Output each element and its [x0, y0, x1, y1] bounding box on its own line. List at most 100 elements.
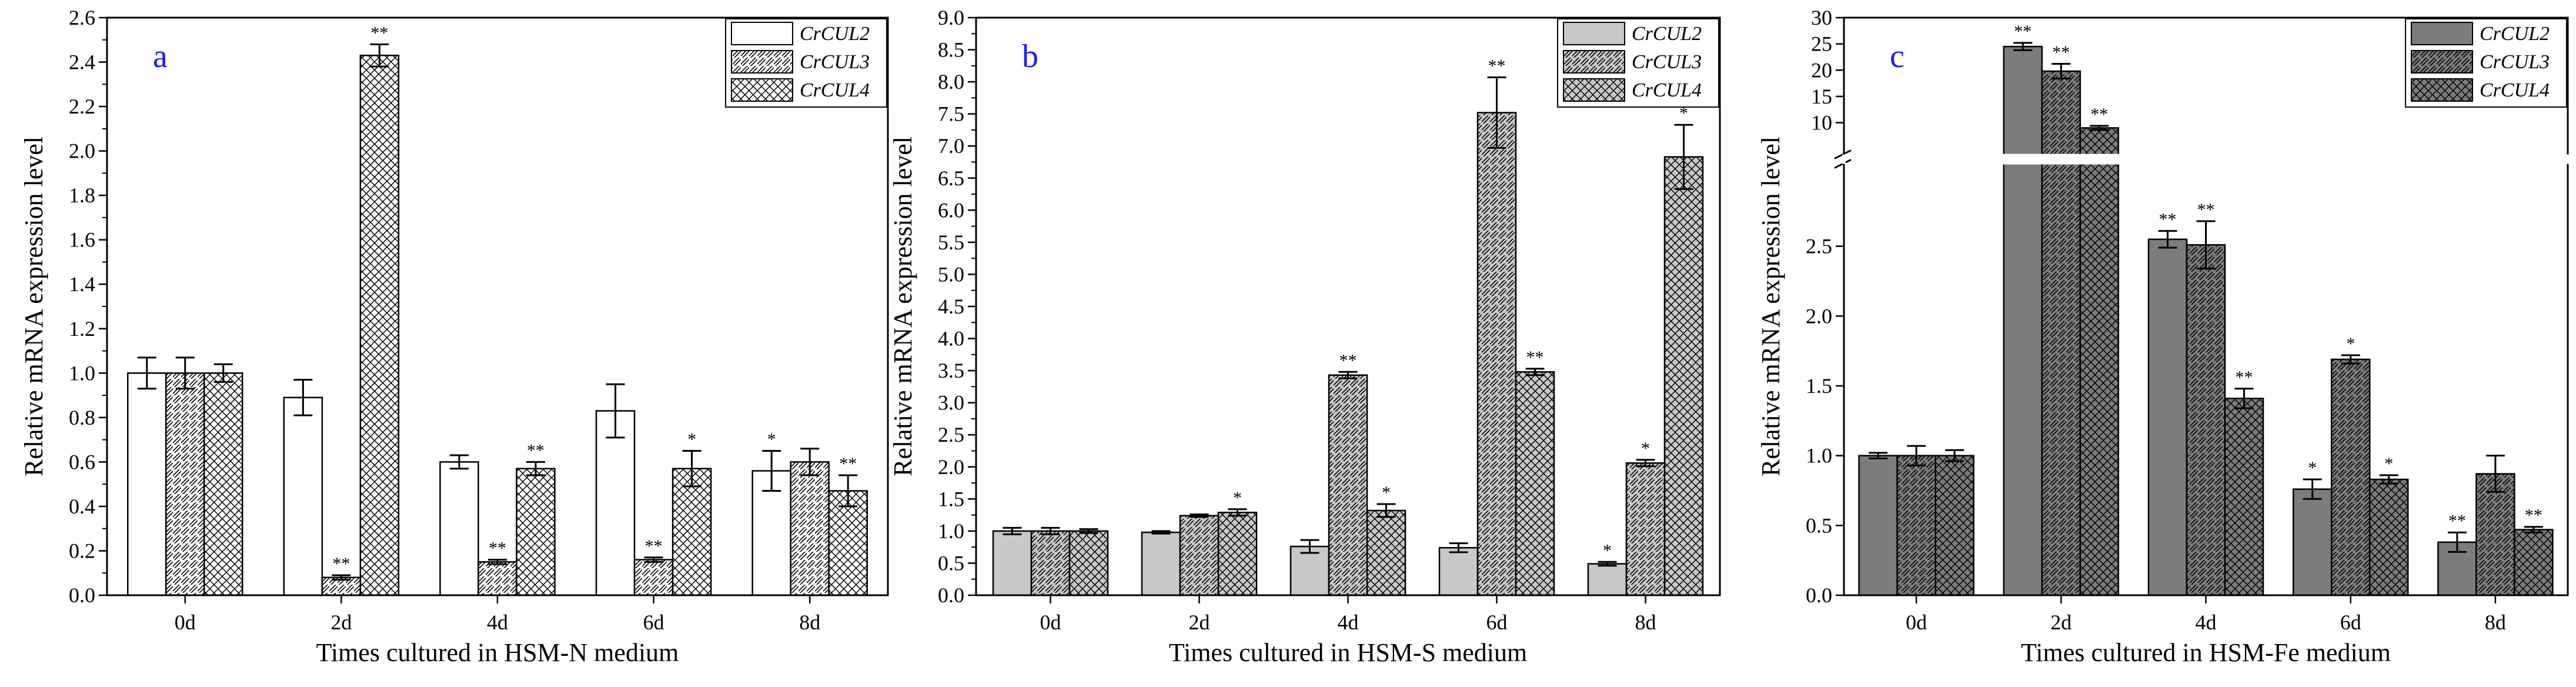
bar-CrCUL4-6d [1515, 371, 1555, 596]
y-axis-title: Relative mRNA expression level [19, 136, 48, 476]
bar-CrCUL2-4d [2147, 238, 2188, 596]
bar-CrCUL4-4d [516, 468, 556, 596]
bar-CrCUL3-2d [2041, 70, 2081, 596]
legend-label-CrCUL2: CrCUL2 [800, 23, 870, 45]
legend-label-CrCUL4: CrCUL4 [800, 79, 870, 101]
y-tick-label: 2.0 [938, 455, 964, 479]
legend: CrCUL2 CrCUL3 CrCUL4 [2405, 18, 2567, 108]
y-tick-label: 2.6 [69, 6, 95, 29]
bar-CrCUL2-6d [595, 410, 636, 596]
panel-letter: a [153, 38, 168, 75]
y-tick-label: 4.5 [938, 295, 964, 318]
y-tick-label: 0.8 [69, 406, 95, 429]
bar-CrCUL2-2d [283, 396, 323, 596]
x-tick-label: 0d [1906, 611, 1927, 634]
significance-mark: * [687, 430, 696, 449]
y-tick-label: 2.0 [1806, 304, 1832, 328]
y-tick-label: 2.4 [69, 51, 95, 74]
y-axis-title: Relative mRNA expression level [1756, 136, 1785, 476]
bar-CrCUL3-0d [1030, 530, 1071, 596]
bar-CrCUL4-2d [359, 54, 400, 596]
bar-CrCUL2-0d [127, 372, 167, 596]
significance-mark: ** [645, 536, 663, 556]
legend-label-CrCUL2: CrCUL2 [2480, 23, 2550, 45]
significance-mark: * [2346, 334, 2355, 353]
legend-swatch-CrCUL2 [2411, 22, 2473, 45]
bar-CrCUL4-8d [828, 490, 868, 596]
y-tick-label: 1.4 [69, 272, 95, 296]
legend-label-CrCUL3: CrCUL3 [1632, 51, 1702, 73]
x-tick-label: 6d [643, 611, 664, 634]
y-tick-label: 0.5 [1806, 513, 1832, 537]
y-tick-label: 1.8 [69, 184, 95, 207]
legend-label-CrCUL3: CrCUL3 [800, 51, 870, 73]
y-tick-label: 1.6 [69, 228, 95, 252]
bar-CrCUL2-6d [1438, 547, 1479, 596]
axis-break-gap [2566, 154, 2570, 164]
bar-CrCUL3-2d [1179, 515, 1219, 596]
bar-CrCUL4-0d [1068, 530, 1109, 596]
legend-label-CrCUL4: CrCUL4 [2480, 79, 2550, 101]
y-tick-label: 0.0 [938, 583, 964, 607]
y-tick-label: 30 [1811, 6, 1832, 29]
bar-CrCUL2-2d [2003, 45, 2043, 596]
y-tick-label: 10 [1811, 111, 1832, 135]
significance-mark: * [2384, 454, 2393, 473]
y-tick-label: 25 [1811, 32, 1832, 56]
significance-mark: ** [332, 554, 350, 573]
y-tick-label: 0.0 [69, 583, 95, 607]
legend-label-CrCUL4: CrCUL4 [1632, 79, 1702, 101]
y-tick-label: 1.0 [938, 519, 964, 543]
y-tick-label: 2.5 [938, 423, 964, 446]
bar-CrCUL3-4d [2186, 244, 2226, 596]
y-tick-label: 7.5 [938, 102, 964, 126]
significance-mark: * [767, 430, 776, 449]
y-tick-label: 0.6 [69, 450, 95, 473]
legend-swatch-CrCUL4 [2411, 78, 2473, 102]
y-tick-label: 3.0 [938, 391, 964, 415]
x-tick-label: 4d [487, 611, 508, 634]
significance-mark: * [1679, 104, 1688, 123]
y-tick-label: 1.0 [69, 361, 95, 385]
y-tick-label: 0.5 [938, 551, 964, 575]
bar-CrCUL3-8d [790, 461, 830, 596]
y-tick-label: 5.5 [938, 231, 964, 254]
legend-swatch-CrCUL3 [1563, 50, 1625, 74]
y-tick-label: 7.0 [938, 134, 964, 158]
bar-CrCUL2-4d [1289, 545, 1330, 596]
y-tick-label: 2.5 [1806, 235, 1832, 258]
y-tick-label: 15 [1811, 85, 1832, 108]
legend-swatch-CrCUL3 [731, 50, 793, 74]
y-tick-label: 4.0 [938, 327, 964, 351]
significance-mark: ** [2159, 210, 2177, 229]
y-tick-label: 3.5 [938, 359, 964, 382]
y-tick-label: 2.2 [69, 95, 95, 118]
x-tick-label: 2d [330, 611, 352, 634]
bar-CrCUL4-4d [2224, 398, 2264, 596]
x-tick-label: 8d [1635, 611, 1656, 634]
x-tick-label: 4d [2196, 611, 2217, 634]
bar-CrCUL4-0d [1934, 455, 1974, 596]
legend-swatch-CrCUL2 [1563, 22, 1625, 45]
axis-break-gap [1842, 154, 1846, 164]
bar-CrCUL2-0d [1858, 455, 1898, 596]
bar-CrCUL4-6d [2368, 478, 2409, 596]
significance-mark: ** [527, 441, 544, 460]
bar-CrCUL3-8d [1625, 462, 1666, 596]
significance-mark: ** [1488, 56, 1506, 75]
bar-CrCUL4-4d [1366, 509, 1406, 596]
x-tick-label: 8d [2485, 611, 2506, 634]
y-tick-label: 0.4 [69, 495, 95, 518]
significance-mark: ** [2197, 200, 2215, 219]
significance-mark: ** [2525, 506, 2542, 525]
bar-CrCUL4-2d [1217, 511, 1258, 596]
significance-mark: ** [370, 23, 388, 42]
significance-mark: * [1382, 483, 1391, 502]
y-tick-label: 5.0 [938, 262, 964, 286]
bar-CrCUL2-8d [1587, 563, 1628, 596]
y-tick-label: 20 [1811, 58, 1832, 82]
panel-letter: b [1022, 38, 1038, 75]
significance-mark: ** [2448, 511, 2466, 531]
bar-CrCUL2-6d [2292, 488, 2333, 596]
